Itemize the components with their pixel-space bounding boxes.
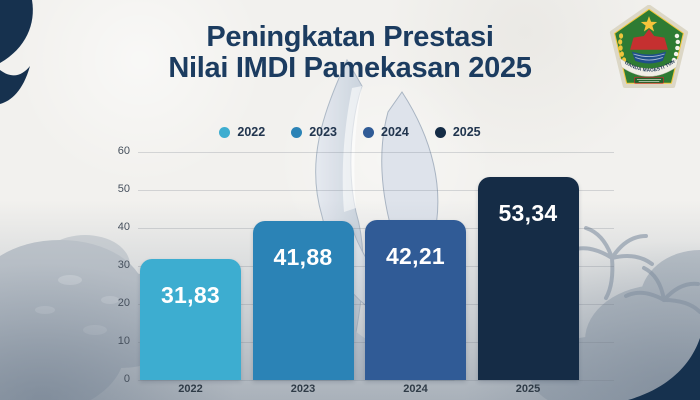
legend-label-2022: 2022 xyxy=(237,125,266,139)
legend-label-2023: 2023 xyxy=(309,125,337,139)
bar-value-label-2025: 53,34 xyxy=(498,200,558,227)
pamekasan-regency-logo: MADU GANDA MAGESTI TUNGGAL xyxy=(606,5,689,88)
y-tick-label-30: 30 xyxy=(117,259,130,271)
x-tick-label-2024: 2024 xyxy=(403,383,428,395)
x-tick-label-2022: 2022 xyxy=(178,383,203,395)
legend-dot-2022 xyxy=(219,126,231,138)
logo-star-icon xyxy=(640,16,658,32)
gridline-0 xyxy=(138,380,614,381)
logo-bottom-banner xyxy=(634,76,664,84)
bar-2023: 41,88 xyxy=(252,220,354,380)
bar-value-label-2023: 41,88 xyxy=(273,243,333,270)
bar-2025: 53,34 xyxy=(477,177,579,380)
legend-dot-2023 xyxy=(291,126,303,138)
y-tick-label-10: 10 xyxy=(117,335,130,347)
legend-item-2022: 2022 xyxy=(219,125,265,139)
bar-value-label-2022: 31,83 xyxy=(160,282,221,309)
legend-label-2024: 2024 xyxy=(381,125,409,139)
bar-2024: 42,21 xyxy=(365,219,466,380)
legend-item-2023: 2023 xyxy=(291,125,337,139)
bar-2022: 31,83 xyxy=(140,259,241,380)
title-line-1: Peningkatan Prestasi xyxy=(206,21,494,53)
title-line-2: Nilai IMDI Pamekasan 2025 xyxy=(168,52,532,84)
logo-rice-stalk xyxy=(618,33,627,63)
bar-value-label-2024: 42,21 xyxy=(385,242,446,269)
legend-dot-2025 xyxy=(434,126,446,138)
legend-item-2025: 2025 xyxy=(434,125,481,139)
logo-red-gate xyxy=(630,29,668,50)
y-tick-label-0: 0 xyxy=(123,373,130,385)
legend-dot-2024 xyxy=(363,126,374,138)
logo-blue-waves xyxy=(631,51,667,64)
legend-label-2025: 2025 xyxy=(452,125,481,139)
chart-legend: 2022 2023 2024 2025 xyxy=(0,125,700,139)
gridline-50 xyxy=(138,190,614,191)
y-tick-label-60: 60 xyxy=(117,145,130,157)
x-tick-label-2023: 2023 xyxy=(290,383,316,395)
x-tick-label-2025: 2025 xyxy=(515,383,541,395)
gridline-60 xyxy=(138,152,614,153)
logo-cotton-branch xyxy=(671,33,681,63)
y-tick-label-20: 20 xyxy=(117,297,130,309)
legend-item-2024: 2024 xyxy=(363,125,409,139)
y-tick-label-40: 40 xyxy=(117,221,130,233)
y-tick-label-50: 50 xyxy=(117,183,130,195)
page-title: Peningkatan Prestasi Nilai IMDI Pamekasa… xyxy=(0,22,700,84)
logo-motto-ribbon xyxy=(619,57,679,77)
